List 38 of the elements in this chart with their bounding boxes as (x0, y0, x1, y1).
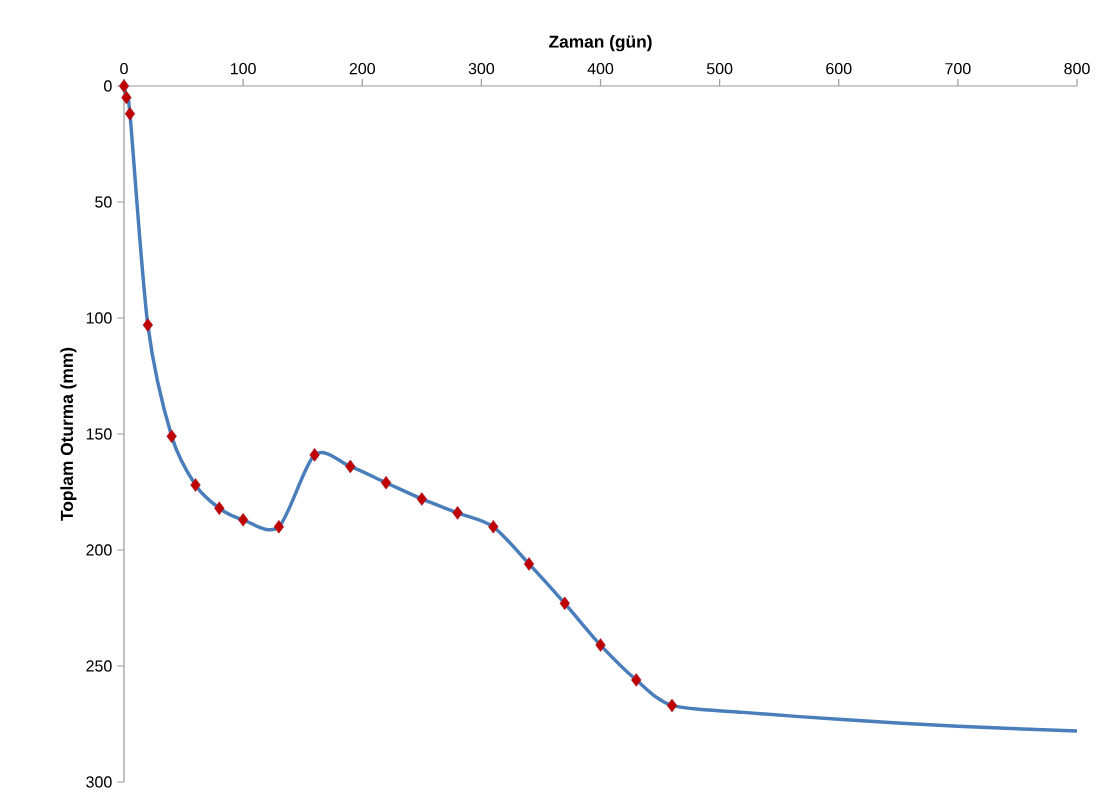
point (118, 79, 130, 93)
point (559, 596, 570, 611)
point (273, 520, 285, 534)
point (309, 448, 320, 462)
point (595, 638, 606, 652)
x-tick-label: 700 (945, 62, 971, 75)
y-tick-label: 300 (86, 776, 112, 788)
point (666, 698, 678, 713)
x-tick-label: 400 (587, 62, 614, 75)
point (452, 506, 463, 520)
y-tick-label: 50 (95, 196, 112, 208)
x-tick-label: 0 (120, 62, 128, 75)
point (631, 673, 642, 687)
point (380, 475, 392, 490)
y-tick-label: 250 (86, 660, 112, 672)
x-axis-title: Zaman (gün) (549, 35, 652, 52)
point (488, 520, 499, 534)
point (416, 492, 427, 506)
x-tick-label: 800 (1064, 62, 1090, 75)
point (523, 557, 535, 571)
x-tick-label: 500 (706, 62, 733, 75)
y-tick-label: 0 (104, 80, 112, 92)
y-tick-label: 150 (86, 428, 112, 440)
y-tick-label: 200 (86, 544, 112, 556)
point (124, 107, 136, 121)
x-tick-label: 300 (468, 62, 495, 75)
x-tick-label: 600 (826, 62, 852, 75)
x-tick-label: 100 (231, 62, 256, 75)
point (190, 478, 201, 492)
y-tick-label: 100 (86, 312, 112, 324)
point (121, 90, 132, 105)
point (237, 513, 249, 527)
point (214, 501, 225, 516)
point (166, 429, 177, 444)
y-axis-title: Toplam Oturma (mm) (60, 347, 77, 521)
point (142, 318, 153, 332)
point (345, 459, 356, 474)
x-tick-label: 200 (349, 62, 375, 75)
